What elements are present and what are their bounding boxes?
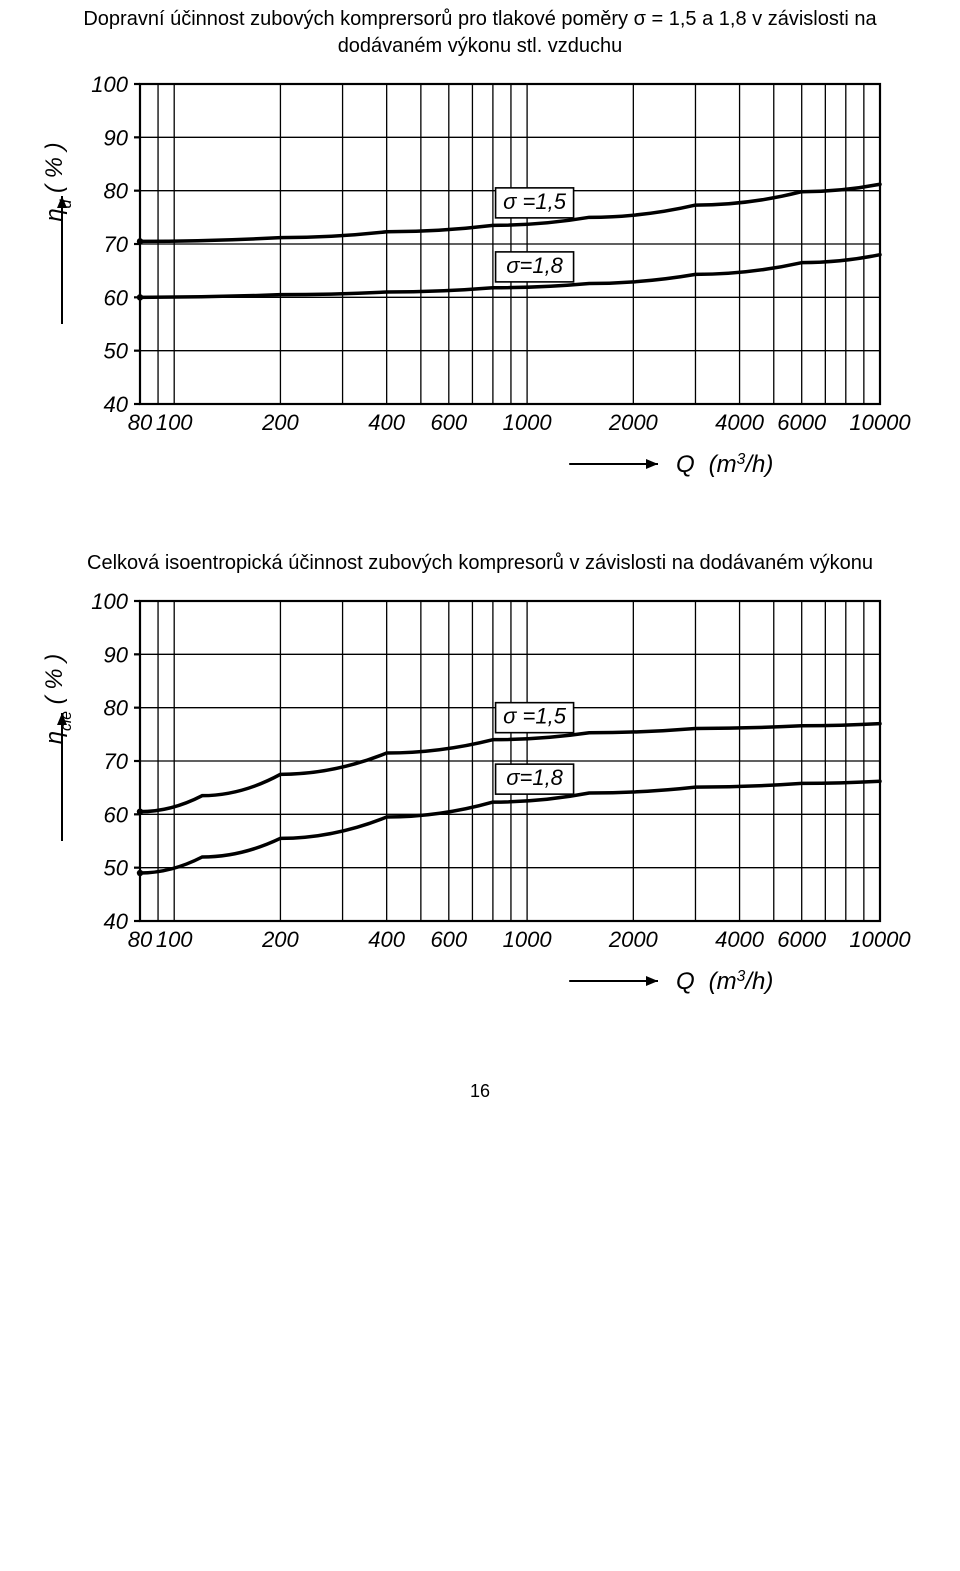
svg-text:σ =1,5: σ =1,5: [503, 189, 567, 214]
svg-text:100: 100: [91, 72, 128, 97]
svg-text:6000: 6000: [777, 410, 827, 435]
chart1-caption: Dopravní účinnost zubových komprersorů p…: [0, 0, 960, 64]
svg-text:600: 600: [430, 410, 467, 435]
svg-text:6000: 6000: [777, 927, 827, 952]
svg-text:100: 100: [156, 927, 193, 952]
chart1-svg: 4050607080901008010020040060010002000400…: [30, 64, 930, 504]
svg-text:50: 50: [104, 339, 129, 364]
svg-text:400: 400: [368, 410, 405, 435]
svg-text:1000: 1000: [503, 927, 553, 952]
svg-text:600: 600: [430, 927, 467, 952]
svg-text:4000: 4000: [715, 927, 765, 952]
svg-text:100: 100: [91, 589, 128, 614]
svg-text:70: 70: [104, 749, 129, 774]
svg-text:40: 40: [104, 909, 129, 934]
svg-text:80: 80: [128, 927, 153, 952]
svg-text:2000: 2000: [608, 927, 659, 952]
svg-text:σ=1,8: σ=1,8: [506, 765, 563, 790]
svg-text:60: 60: [104, 285, 129, 310]
svg-text:σ=1,8: σ=1,8: [506, 253, 563, 278]
svg-text:200: 200: [261, 927, 299, 952]
svg-text:60: 60: [104, 802, 129, 827]
svg-text:10000: 10000: [849, 410, 911, 435]
svg-text:2000: 2000: [608, 410, 659, 435]
svg-text:100: 100: [156, 410, 193, 435]
chart2-caption: Celková isoentropická účinnost zubových …: [0, 544, 960, 581]
svg-text:90: 90: [104, 125, 129, 150]
svg-text:1000: 1000: [503, 410, 553, 435]
svg-text:50: 50: [104, 856, 129, 881]
page-number: 16: [0, 1081, 960, 1102]
svg-text:400: 400: [368, 927, 405, 952]
svg-text:80: 80: [104, 179, 129, 204]
svg-text:σ =1,5: σ =1,5: [503, 704, 567, 729]
svg-text:80: 80: [104, 696, 129, 721]
chart2-svg: 4050607080901008010020040060010002000400…: [30, 581, 930, 1021]
svg-text:200: 200: [261, 410, 299, 435]
svg-text:10000: 10000: [849, 927, 911, 952]
chart1-container: 4050607080901008010020040060010002000400…: [30, 64, 930, 504]
svg-text:Q(m3/h): Q(m3/h): [676, 968, 773, 996]
svg-text:40: 40: [104, 392, 129, 417]
svg-text:80: 80: [128, 410, 153, 435]
svg-text:90: 90: [104, 642, 129, 667]
svg-text:4000: 4000: [715, 410, 765, 435]
svg-text:70: 70: [104, 232, 129, 257]
chart2-container: 4050607080901008010020040060010002000400…: [30, 581, 930, 1021]
svg-text:Q(m3/h): Q(m3/h): [676, 451, 773, 479]
